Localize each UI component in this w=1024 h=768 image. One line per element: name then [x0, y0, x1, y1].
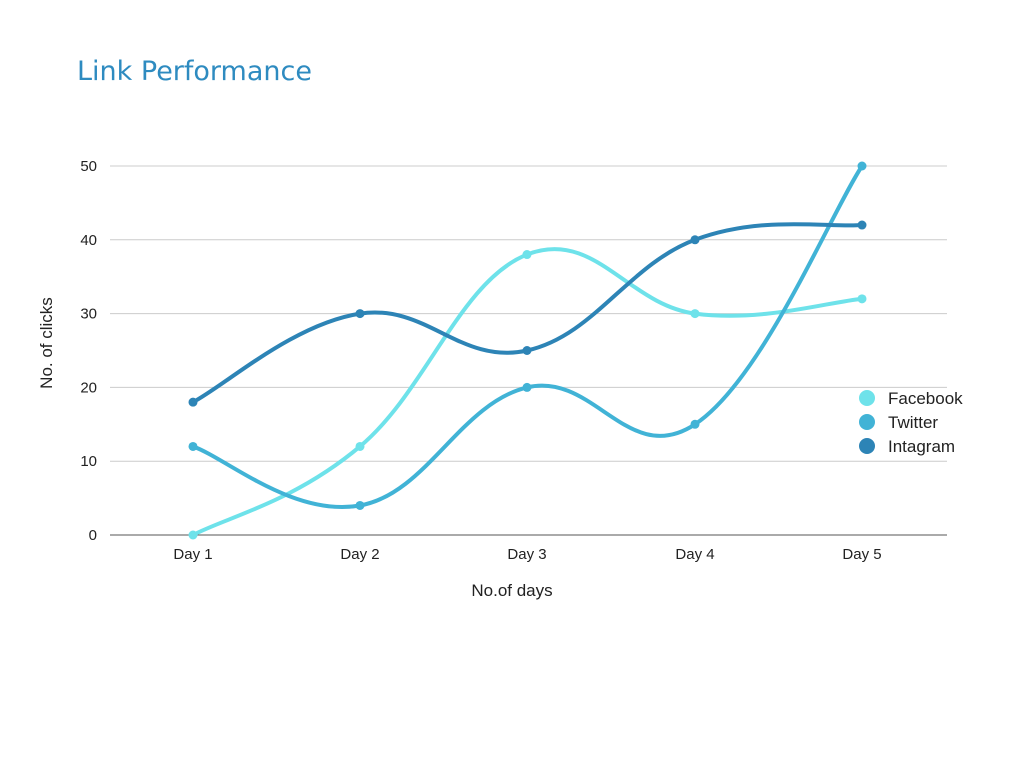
y-tick-label: 40	[80, 232, 97, 249]
x-tick-label: Day 3	[507, 546, 546, 563]
data-point	[522, 382, 532, 392]
y-tick-labels: 0 10 20 30 40 50	[80, 158, 97, 544]
data-point	[522, 250, 532, 260]
data-point	[355, 441, 365, 451]
x-tick-labels: Day 1 Day 2 Day 3 Day 4 Day 5	[173, 546, 881, 563]
data-point	[188, 530, 198, 540]
data-point	[690, 309, 700, 319]
y-axis-label: No. of clicks	[37, 297, 56, 389]
legend-marker	[859, 438, 875, 454]
x-tick-label: Day 2	[340, 546, 379, 563]
data-point	[690, 235, 700, 245]
legend-label: Twitter	[888, 413, 938, 432]
y-tick-label: 20	[80, 379, 97, 396]
x-tick-label: Day 4	[675, 546, 714, 563]
data-point	[522, 346, 532, 355]
data-point	[857, 220, 867, 230]
data-point	[857, 161, 867, 171]
data-point	[188, 441, 198, 451]
data-point	[355, 500, 365, 510]
data-point	[690, 419, 700, 429]
x-tick-label: Day 5	[842, 546, 881, 563]
x-tick-label: Day 1	[173, 546, 212, 563]
y-tick-label: 10	[80, 453, 97, 470]
legend-label: Intagram	[888, 437, 955, 456]
legend-marker	[859, 390, 875, 406]
y-tick-label: 50	[80, 158, 97, 175]
legend-marker	[859, 414, 875, 430]
series-points	[188, 161, 867, 540]
data-point	[188, 397, 198, 407]
data-point	[857, 294, 867, 304]
legend: Facebook Twitter Intagram	[859, 389, 963, 456]
x-axis-label: No.of days	[471, 581, 552, 600]
y-tick-label: 30	[80, 306, 97, 323]
series-line	[191, 247, 864, 537]
chart-title: Link Performance	[77, 56, 312, 87]
legend-label: Facebook	[888, 389, 963, 408]
data-point	[355, 309, 365, 319]
y-tick-label: 0	[89, 527, 97, 544]
series-line	[191, 164, 864, 509]
